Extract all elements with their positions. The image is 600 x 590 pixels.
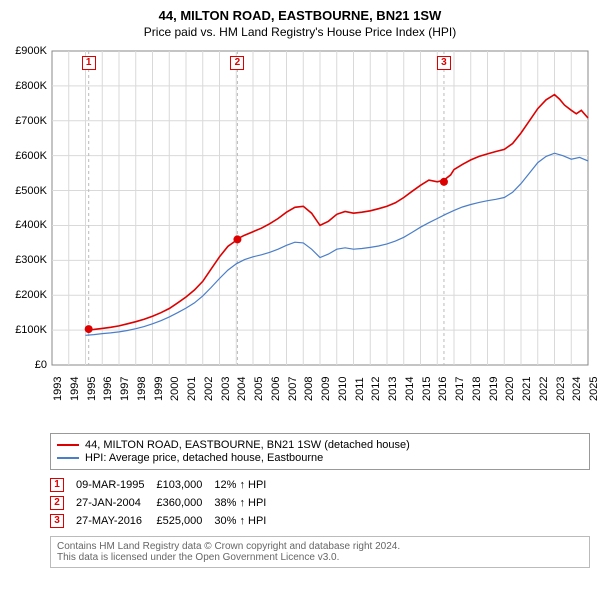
chart-title: 44, MILTON ROAD, EASTBOURNE, BN21 1SW xyxy=(8,8,592,23)
sales-table: 1 09-MAR-1995£103,00012% ↑ HPI 2 27-JAN-200… xyxy=(50,476,592,530)
y-axis-label: £700K xyxy=(15,115,47,127)
x-axis-label: 2019 xyxy=(488,377,500,401)
attribution-footer: Contains HM Land Registry data © Crown c… xyxy=(50,536,590,568)
x-axis-label: 2017 xyxy=(454,377,466,401)
y-axis-label: £900K xyxy=(15,45,47,57)
x-axis-label: 2023 xyxy=(555,377,567,401)
x-axis-label: 1996 xyxy=(102,377,114,401)
x-axis-label: 2000 xyxy=(169,377,181,401)
x-axis-label: 2002 xyxy=(203,377,215,401)
legend-swatch xyxy=(57,457,79,459)
footer-line-2: This data is licensed under the Open Gov… xyxy=(57,552,583,563)
sale-index-box: 3 xyxy=(50,514,64,528)
x-axis-label: 2011 xyxy=(354,377,366,401)
x-axis-label: 2008 xyxy=(303,377,315,401)
sale-date: 09-MAR-1995 xyxy=(76,476,156,494)
footer-line-1: Contains HM Land Registry data © Crown c… xyxy=(57,541,583,552)
sale-marker-box: 1 xyxy=(82,56,96,70)
chart-area: £0 £100K £200K £300K £400K £500K £600K £700K £80… xyxy=(8,47,592,427)
x-axis-label: 2010 xyxy=(337,377,349,401)
sale-marker-box: 2 xyxy=(230,56,244,70)
x-axis-label: 2009 xyxy=(320,377,332,401)
sale-marker-box: 3 xyxy=(437,56,451,70)
sale-delta: 30% ↑ HPI xyxy=(214,512,278,530)
x-axis-label: 2001 xyxy=(186,377,198,401)
sale-date: 27-MAY-2016 xyxy=(76,512,156,530)
x-axis-label: 1995 xyxy=(86,377,98,401)
table-row: 2 27-JAN-2004£360,00038% ↑ HPI xyxy=(50,494,278,512)
x-axis-label: 1997 xyxy=(119,377,131,401)
sale-price: £360,000 xyxy=(156,494,214,512)
legend-label: HPI: Average price, detached house, East… xyxy=(85,452,323,464)
x-axis-label: 2024 xyxy=(571,377,583,401)
x-axis-label: 2020 xyxy=(504,377,516,401)
x-axis-label: 2022 xyxy=(538,377,550,401)
sale-delta: 38% ↑ HPI xyxy=(214,494,278,512)
legend: 44, MILTON ROAD, EASTBOURNE, BN21 1SW (d… xyxy=(50,433,590,470)
x-axis-label: 2021 xyxy=(521,377,533,401)
chart-subtitle: Price paid vs. HM Land Registry's House … xyxy=(8,25,592,39)
x-axis-label: 1998 xyxy=(136,377,148,401)
x-axis-label: 2016 xyxy=(437,377,449,401)
x-axis-label: 2003 xyxy=(220,377,232,401)
sale-date: 27-JAN-2004 xyxy=(76,494,156,512)
table-row: 1 09-MAR-1995£103,00012% ↑ HPI xyxy=(50,476,278,494)
x-axis-label: 2014 xyxy=(404,377,416,401)
y-axis-label: £800K xyxy=(15,80,47,92)
legend-row: HPI: Average price, detached house, East… xyxy=(57,452,583,464)
legend-label: 44, MILTON ROAD, EASTBOURNE, BN21 1SW (d… xyxy=(85,439,410,451)
x-axis-label: 2006 xyxy=(270,377,282,401)
y-axis-label: £200K xyxy=(15,289,47,301)
x-axis-label: 2004 xyxy=(236,377,248,401)
x-axis-label: 1994 xyxy=(69,377,81,401)
sale-price: £525,000 xyxy=(156,512,214,530)
line-chart-svg xyxy=(8,47,592,427)
y-axis-label: £400K xyxy=(15,219,47,231)
x-axis-label: 2025 xyxy=(588,377,600,401)
x-axis-label: 2018 xyxy=(471,377,483,401)
x-axis-label: 2005 xyxy=(253,377,265,401)
sale-delta: 12% ↑ HPI xyxy=(214,476,278,494)
sale-price: £103,000 xyxy=(156,476,214,494)
y-axis-label: £600K xyxy=(15,150,47,162)
y-axis-label: £100K xyxy=(15,324,47,336)
sale-index-box: 2 xyxy=(50,496,64,510)
legend-swatch xyxy=(57,444,79,446)
x-axis-label: 2007 xyxy=(287,377,299,401)
x-axis-label: 2012 xyxy=(370,377,382,401)
y-axis-label: £500K xyxy=(15,185,47,197)
y-axis-label: £300K xyxy=(15,254,47,266)
x-axis-label: 2015 xyxy=(421,377,433,401)
x-axis-label: 1993 xyxy=(52,377,64,401)
y-axis-label: £0 xyxy=(35,359,47,371)
table-row: 3 27-MAY-2016£525,00030% ↑ HPI xyxy=(50,512,278,530)
x-axis-label: 2013 xyxy=(387,377,399,401)
sale-index-box: 1 xyxy=(50,478,64,492)
legend-row: 44, MILTON ROAD, EASTBOURNE, BN21 1SW (d… xyxy=(57,439,583,451)
x-axis-label: 1999 xyxy=(153,377,165,401)
